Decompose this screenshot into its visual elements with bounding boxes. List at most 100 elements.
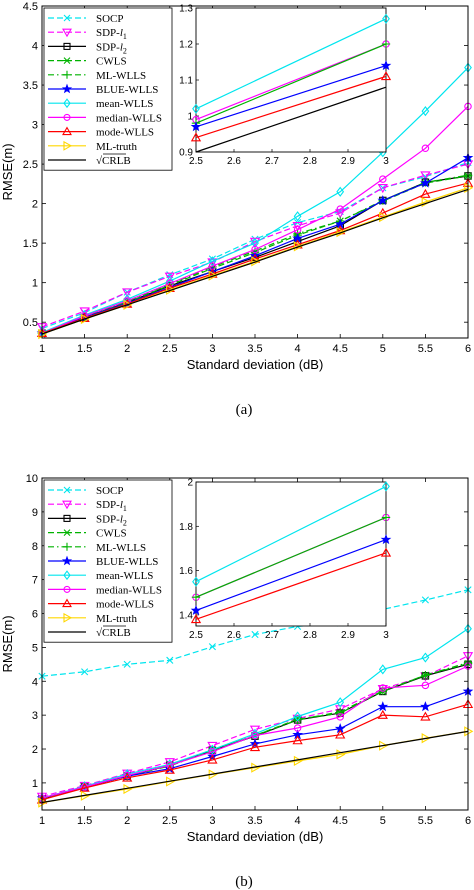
panel-b-inset-series-blue-wlls-line [195, 539, 387, 612]
panel-a-legend-entry-mean-wlls: mean-WLLS [96, 98, 153, 110]
panel-a-y-tick-label: 0.5 [23, 317, 38, 329]
panel-b-legend-entry-ml-wlls: ML-WLLS [96, 542, 146, 554]
panel-a-inset-series-blue-wlls-point [190, 121, 202, 132]
panel-b-x-tick-label: 2.5 [162, 815, 177, 827]
panel-b-legend-entry-ml-truth: ML-truth [96, 613, 137, 625]
panel-b-inset-y-tick-label: 2 [187, 478, 193, 489]
panel-a-inset-series-crlb-line [195, 86, 387, 153]
panel-a-series-median-wlls-point [166, 279, 174, 288]
panel-a-inset-x-tick-label: 3 [383, 156, 389, 167]
panel-a-series-median-wlls-point [293, 225, 302, 234]
panel-a-legend-marker [62, 28, 72, 38]
panel-a-legend-entry-blue-wlls: BLUE-WLLS [96, 84, 158, 96]
panel-a-x-tick-label: 2 [124, 343, 130, 355]
panel-b-series-median-wlls-line [41, 665, 469, 799]
panel-b-series-median-wlls-point [166, 761, 174, 770]
panel-a-series-mean-wlls-point [251, 238, 259, 249]
panel-a-inset-series-ml-wlls-point [381, 39, 391, 49]
panel-b-inset-x-tick-label: 2.9 [341, 630, 355, 641]
panel-a-x-tick-label: 4.5 [333, 343, 348, 355]
panel-a-x-tick-label: 1 [39, 343, 45, 355]
panel-a-x-tick-label: 4 [295, 343, 301, 355]
panel-a-series-ml-truth-point [166, 284, 176, 295]
panel-a-x-tick-label: 6 [465, 343, 471, 355]
panel-a-series-mode-wlls-point [420, 188, 431, 198]
panel-b-legend-entry-crlb: √CRLB [96, 627, 131, 639]
panel-a-inset-y-tick-label: 0.9 [179, 148, 193, 159]
panel-b-legend-marker [63, 585, 71, 593]
panel-a-legend-marker [62, 126, 72, 136]
panel-b-series-mean-wlls-point [251, 728, 259, 739]
panel-b-inset-series-mode-wlls-point [190, 614, 202, 624]
chart-panel-a: 1 1.5 2 2.5 3 3.5 4 4.5 5 5.5 6 0.5 1 1.5 2 2.5 3 3.5 4 4.5… [0, 1, 474, 372]
panel-a-inset-series-blue-wlls-line [195, 65, 387, 128]
panel-a-inset-y-tick-label: 1.1 [179, 76, 193, 87]
panel-b-series-socp-point [81, 668, 89, 676]
panel-b-series-mode-wlls-point [79, 782, 90, 792]
panel-a-series-ml-truth-point [123, 299, 133, 310]
panel-b-inset-series-blue-wlls-point [190, 604, 202, 615]
panel-a-series-mean-wlls-point [165, 275, 174, 287]
panel-a-x-tick-label: 3.5 [247, 343, 262, 355]
panel-a-series-median-wlls-point [421, 144, 430, 153]
panel-b-legend-entry-sdp-l1: SDP-l1 [96, 499, 127, 513]
panel-b-x-tick-label: 5.5 [418, 815, 433, 827]
panel-b-x-tick-label: 4 [295, 815, 301, 827]
panel-b-y-tick-label: 7 [32, 575, 38, 587]
panel-a-legend-marker [63, 70, 71, 79]
panel-b-y-tick-label: 9 [32, 507, 38, 519]
panel-a-series-sdp-l1-point [335, 209, 346, 219]
panel-a-x-tick-label: 5 [380, 343, 386, 355]
panel-a-legend-entry-ml-truth: ML-truth [96, 141, 137, 153]
panel-a-legend-marker [63, 42, 71, 50]
panel-b-series-median-wlls-point [421, 681, 430, 690]
panel-b-x-tick-label: 6 [465, 815, 471, 827]
panel-a-legend-entry-sdp-l1: SDP-l1 [96, 27, 127, 41]
panel-b-y-axis-label: RMSE(m) [0, 615, 15, 672]
panel-b-series-mode-wlls-point [420, 711, 431, 721]
panel-a-label: (a) [236, 402, 253, 418]
panel-a-series-ml-truth-point [336, 226, 346, 238]
panel-a-series-mode-wlls-point [164, 282, 175, 292]
panel-b-y-tick-label: 1 [32, 778, 38, 790]
panel-a-inset-x-tick-label: 2.7 [265, 156, 279, 167]
panel-a-y-axis-label: RMSE(m) [0, 143, 15, 200]
panel-b-label: (b) [235, 874, 253, 890]
panel-b-series-mean-wlls-point [336, 697, 345, 708]
panel-b-series-mean-wlls-point [293, 711, 302, 722]
panel-a-series-sdp-l1-point [377, 184, 388, 194]
panel-b-legend-marker [63, 514, 71, 522]
panel-a-series-sdp-l1-point [292, 222, 303, 232]
panel-b-inset-y-tick-label: 1.6 [179, 566, 193, 577]
panel-b-inset-x-tick-label: 3 [383, 630, 389, 641]
panel-a-series-ml-truth-point [379, 211, 389, 223]
panel-a-series-median-wlls-point [379, 175, 387, 183]
panel-a-inset-x-tick-label: 2.5 [189, 156, 203, 167]
panel-b-legend-marker [61, 555, 73, 566]
chart-panel-b: 1 1.5 2 2.5 3 3.5 4 4.5 5 5.5 6 1 2 3 4 5 6 7 8 9 10 Standard… [0, 473, 474, 844]
panel-b-y-tick-label: 3 [32, 710, 38, 722]
panel-b-series-median-wlls-point [336, 713, 344, 721]
panel-b-y-tick-label: 10 [26, 473, 38, 485]
panel-a-series-mode-wlls-point [335, 225, 346, 235]
panel-b-inset-series-ml-wlls-point [191, 593, 201, 602]
panel-b-inset-series-mean-wlls-line [195, 485, 387, 583]
panel-b-series-socp-point [421, 596, 429, 604]
panel-a-series-median-wlls-point [336, 205, 344, 213]
panel-a-series-ml-truth-point [251, 256, 261, 267]
panel-b-series-sdp-l1-point [207, 741, 218, 751]
panel-b-series-mode-wlls-point [122, 772, 133, 782]
panel-a-inset-x-tick-label: 2.9 [341, 156, 355, 167]
panel-a-y-tick-label: 1.5 [23, 238, 38, 250]
panel-a-legend-marker [63, 57, 71, 64]
panel-b-y-tick-label: 5 [32, 642, 38, 654]
panel-b-y-tick-label: 8 [32, 541, 38, 553]
panel-a-series-sdp-l1-point [79, 307, 90, 317]
panel-a-y-tick-label: 2.5 [23, 159, 38, 171]
panel-a-inset-series-mode-wlls-point [380, 71, 392, 81]
panel-a-x-tick-label: 3 [209, 343, 215, 355]
panel-b-legend-marker [62, 500, 72, 510]
panel-a-inset-series-ml-wlls-line [195, 43, 387, 124]
panel-b-series-mean-wlls-point [378, 664, 387, 675]
